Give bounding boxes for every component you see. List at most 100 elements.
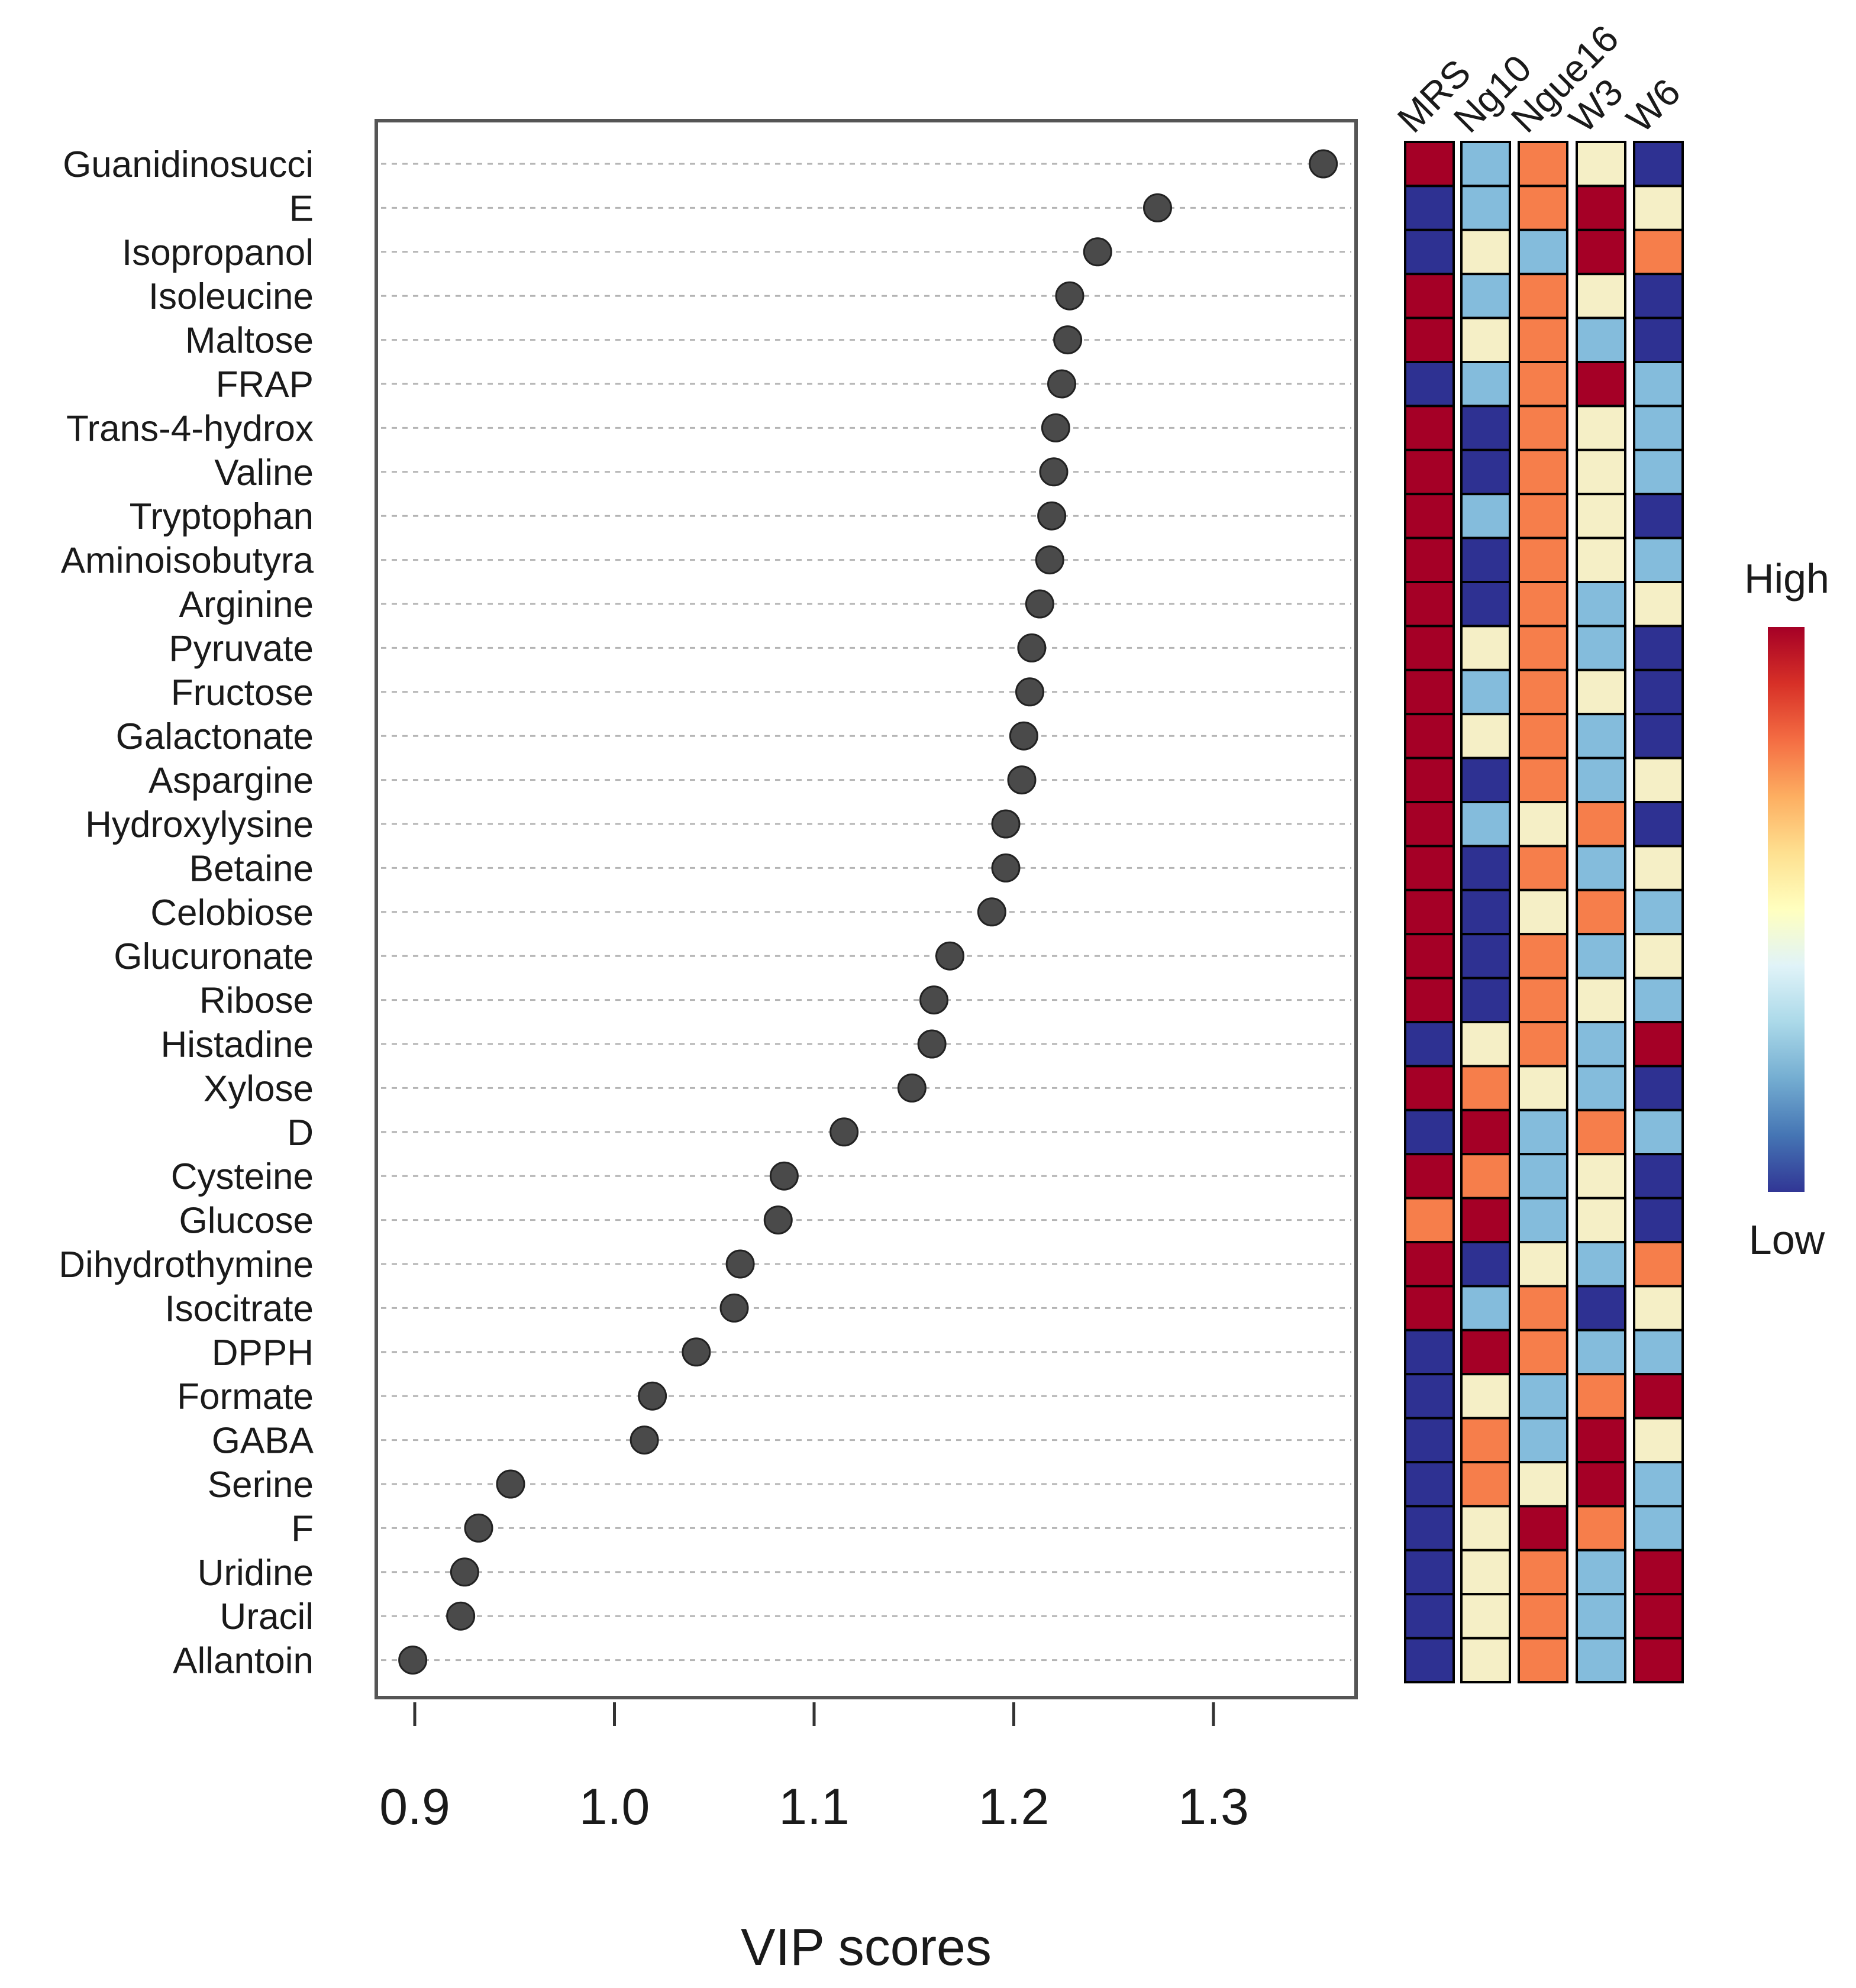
feature-label: FRAP	[216, 364, 314, 405]
heatmap-cell-mrs-aspargine	[1404, 757, 1455, 803]
vip-point-aminoisobutyra	[1035, 545, 1064, 575]
vip-point-xylose	[897, 1073, 927, 1103]
vip-point-galactonate	[1009, 721, 1038, 751]
heatmap-cell-w3-pyruvate	[1576, 625, 1626, 671]
x-tick-label: 1.0	[579, 1779, 650, 1835]
feature-label: Uracil	[220, 1596, 314, 1637]
heatmap-cell-w3-aspargine	[1576, 757, 1626, 803]
heatmap-cell-w6-glucuronate	[1633, 933, 1684, 980]
heatmap-cell-w6-uracil	[1633, 1593, 1684, 1640]
heatmap-cell-ngue16-e	[1518, 185, 1568, 231]
feature-label: Betaine	[189, 848, 314, 889]
vip-point-trans-4-hydrox	[1041, 413, 1070, 442]
x-tick-label: 0.9	[379, 1779, 450, 1835]
heatmap-cell-mrs-gaba	[1404, 1417, 1455, 1464]
heatmap-cell-mrs-xylose	[1404, 1065, 1455, 1111]
heatmap-cell-w6-isopropanol	[1633, 228, 1684, 276]
heatmap-cell-w3-frap	[1576, 361, 1626, 408]
heatmap-cell-ngue16-betaine	[1518, 845, 1568, 891]
heatmap-cell-ngue16-d	[1518, 1108, 1568, 1156]
heatmap-cell-w6-pyruvate	[1633, 625, 1684, 671]
vip-point-glucuronate	[935, 941, 964, 971]
vip-point-pyruvate	[1017, 633, 1047, 662]
heatmap-cell-ngue16-hydroxylysine	[1518, 801, 1568, 848]
heatmap-cell-w6-betaine	[1633, 845, 1684, 891]
heatmap-cell-ngue16-galactonate	[1518, 713, 1568, 759]
heatmap-cell-w3-dpph	[1576, 1328, 1626, 1376]
feature-label: DPPH	[212, 1333, 314, 1373]
x-axis-title: VIP scores	[741, 1918, 992, 1976]
heatmap-cell-ngue16-aminoisobutyra	[1518, 536, 1568, 583]
vip-point-d	[829, 1117, 859, 1147]
heatmap-cell-ngue16-uridine	[1518, 1549, 1568, 1596]
heatmap-cell-w3-e	[1576, 185, 1626, 231]
heatmap-cell-mrs-allantoin	[1404, 1637, 1455, 1684]
heatmap-cell-w6-histadine	[1633, 1021, 1684, 1068]
vip-point-fructose	[1015, 677, 1044, 707]
feature-label: Fructose	[171, 673, 314, 713]
vip-point-arginine	[1025, 589, 1054, 619]
heatmap-cell-ng10-histadine	[1460, 1021, 1511, 1068]
heatmap-cell-ngue16-isopropanol	[1518, 228, 1568, 276]
heatmap-cell-ng10-isopropanol	[1460, 228, 1511, 276]
heatmap-cell-ngue16-aspargine	[1518, 757, 1568, 803]
heatmap-cell-mrs-isocitrate	[1404, 1285, 1455, 1331]
vip-point-guanidinosucci	[1309, 149, 1338, 179]
heatmap-cell-mrs-histadine	[1404, 1021, 1455, 1068]
heatmap-cell-mrs-d	[1404, 1108, 1455, 1156]
heatmap-cell-w3-hydroxylysine	[1576, 801, 1626, 848]
heatmap-cell-mrs-glucose	[1404, 1197, 1455, 1243]
vip-point-uracil	[446, 1601, 476, 1631]
heatmap-cell-mrs-fructose	[1404, 668, 1455, 716]
heatmap-cell-ng10-xylose	[1460, 1065, 1511, 1111]
heatmap-cell-ng10-aspargine	[1460, 757, 1511, 803]
heatmap-cell-w3-arginine	[1576, 581, 1626, 628]
vip-point-frap	[1047, 369, 1076, 399]
heatmap-cell-ng10-gaba	[1460, 1417, 1511, 1464]
heatmap-cell-w6-ribose	[1633, 977, 1684, 1023]
heatmap-cell-ngue16-isoleucine	[1518, 273, 1568, 319]
heatmap-cell-ngue16-dihydrothymine	[1518, 1241, 1568, 1288]
heatmap	[1404, 141, 1684, 1684]
heatmap-cell-ng10-hydroxylysine	[1460, 801, 1511, 848]
heatmap-cell-ngue16-cysteine	[1518, 1153, 1568, 1200]
heatmap-cell-w3-serine	[1576, 1461, 1626, 1508]
vip-point-serine	[496, 1469, 525, 1499]
heatmap-cell-w3-guanidinosucci	[1576, 141, 1626, 188]
heatmap-cell-mrs-tryptophan	[1404, 493, 1455, 539]
heatmap-cell-w6-d	[1633, 1108, 1684, 1156]
vip-point-isocitrate	[719, 1293, 749, 1323]
heatmap-cell-w6-cysteine	[1633, 1153, 1684, 1200]
feature-label: Maltose	[185, 321, 314, 361]
feature-label: Cysteine	[171, 1156, 314, 1197]
heatmap-cell-ng10-tryptophan	[1460, 493, 1511, 539]
feature-label: Valine	[214, 452, 314, 493]
heatmap-cell-w3-allantoin	[1576, 1637, 1626, 1684]
vip-point-dihydrothymine	[725, 1249, 755, 1279]
heatmap-cell-mrs-guanidinosucci	[1404, 141, 1455, 188]
heatmap-cell-ngue16-pyruvate	[1518, 625, 1568, 671]
heatmap-cell-mrs-ribose	[1404, 977, 1455, 1023]
heatmap-cell-w6-galactonate	[1633, 713, 1684, 759]
vip-point-f	[464, 1513, 493, 1543]
heatmap-cell-ngue16-maltose	[1518, 316, 1568, 363]
heatmap-cell-w6-glucose	[1633, 1197, 1684, 1243]
heatmap-cell-w3-valine	[1576, 448, 1626, 496]
x-axis: 0.9 1.0 1.1 1.2 1.3	[379, 1702, 1249, 1835]
heatmap-cell-w3-isoleucine	[1576, 273, 1626, 319]
heatmap-cell-ng10-e	[1460, 185, 1511, 231]
heatmap-cell-w3-aminoisobutyra	[1576, 536, 1626, 583]
vip-point-betaine	[991, 853, 1021, 883]
heatmap-cell-ng10-guanidinosucci	[1460, 141, 1511, 188]
heatmap-cell-ngue16-guanidinosucci	[1518, 141, 1568, 188]
heatmap-cell-w6-allantoin	[1633, 1637, 1684, 1684]
heatmap-cell-ng10-celobiose	[1460, 888, 1511, 936]
legend-color-bar	[1768, 627, 1805, 1192]
heatmap-cell-ng10-trans-4-hydrox	[1460, 405, 1511, 451]
heatmap-cell-ngue16-trans-4-hydrox	[1518, 405, 1568, 451]
heatmap-cell-ng10-pyruvate	[1460, 625, 1511, 671]
heatmap-cell-mrs-dpph	[1404, 1328, 1455, 1376]
heatmap-cell-w3-galactonate	[1576, 713, 1626, 759]
vip-point-hydroxylysine	[991, 809, 1021, 839]
